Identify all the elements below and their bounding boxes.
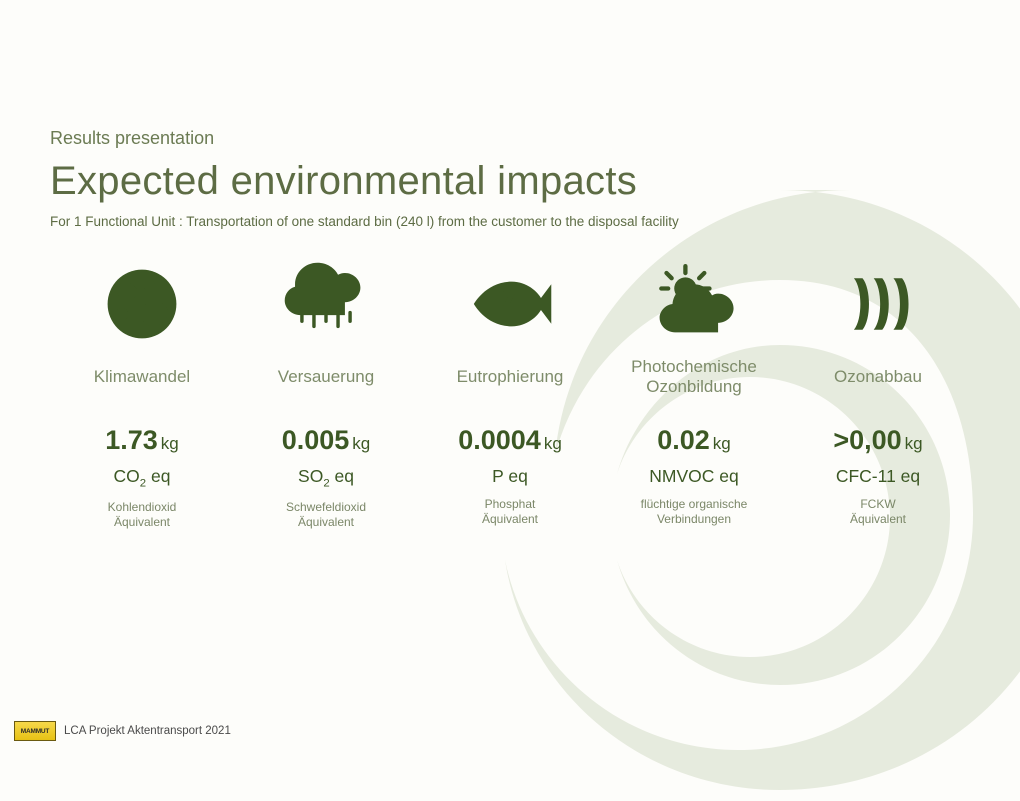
impact-value-row: 0.0004kg [458,425,562,456]
impact-category: Ozonabbau [834,355,922,399]
impacts-row: Klimawandel1.73kgCO2 eqKohlendioxid Äqui… [50,259,970,530]
impact-card: Eutrophierung 0.0004kg P eq Phosphat Äquiva… [418,259,602,530]
waves-icon [828,259,928,349]
subtitle: For 1 Functional Unit : Transportation o… [50,214,970,229]
suncloud-icon [644,259,744,349]
rain-icon [276,259,376,349]
impact-card: Photochemische Ozonbildung 0.02kg NMVOC eq… [602,259,786,530]
impact-card: Klimawandel 1.73kg CO2 eq Kohlendioxid Äqui… [50,259,234,530]
impact-metric: CO2 eq [114,466,171,490]
impact-value: 0.02 [657,425,710,456]
impact-desc: flüchtige organische Verbindungen [641,497,748,527]
impact-card: Versauerung 0.005kg SO2 eq Schwefeldioxid Ä… [234,259,418,530]
footer: MAMMUT LCA Projekt Aktentransport 2021 [14,721,231,741]
impact-category: Klimawandel [94,355,190,399]
impact-desc: Schwefeldioxid Äquivalent [286,500,366,530]
impact-value-row: 0.02kg [657,425,731,456]
impact-value: 0.0004 [458,425,541,456]
impact-desc: FCKW Äquivalent [850,497,906,527]
footer-text: LCA Projekt Aktentransport 2021 [64,725,231,737]
logo-text: MAMMUT [21,728,49,735]
impact-unit: kg [352,434,370,454]
impact-value-row: >0,00kg [833,425,922,456]
impact-category: Versauerung [278,355,374,399]
impact-unit: kg [161,434,179,454]
slide: Results presentation Expected environmen… [0,0,1020,530]
impact-value: 1.73 [105,425,158,456]
impact-unit: kg [713,434,731,454]
kicker: Results presentation [50,128,970,149]
impact-value-row: 0.005kg [282,425,371,456]
impact-category: Photochemische Ozonbildung [631,355,757,399]
globe-icon [92,259,192,349]
impact-desc: Phosphat Äquivalent [482,497,538,527]
impact-value: 0.005 [282,425,350,456]
impact-metric: NMVOC eq [649,466,738,487]
impact-category: Eutrophierung [457,355,564,399]
impact-metric: CFC-11 eq [836,466,920,487]
page-title: Expected environmental impacts [50,159,970,204]
impact-value-row: 1.73kg [105,425,179,456]
logo-badge: MAMMUT [14,721,56,741]
impact-unit: kg [544,434,562,454]
impact-value: >0,00 [833,425,901,456]
impact-unit: kg [905,434,923,454]
impact-desc: Kohlendioxid Äquivalent [108,500,177,530]
impact-metric: P eq [492,466,528,487]
impact-metric: SO2 eq [298,466,354,490]
fish-icon [460,259,560,349]
impact-card: Ozonabbau >0,00kg CFC-11 eq FCKW Äquivalent [786,259,970,530]
